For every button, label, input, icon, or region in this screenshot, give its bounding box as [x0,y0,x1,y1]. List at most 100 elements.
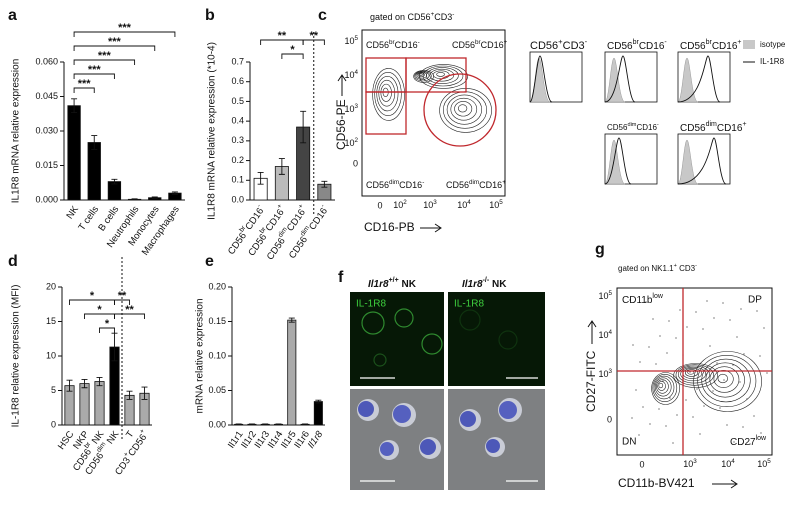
contour [454,101,473,117]
error-bar [262,423,269,426]
event-dot [655,363,657,365]
contour [418,73,423,76]
error-bar [171,191,178,195]
significance-bracket [73,87,95,93]
y-tick-label: 0.5 [231,96,244,106]
event-dot [696,388,698,390]
y-tick-label: 0.045 [35,91,58,101]
contour [652,373,678,403]
panel-letter: a [8,7,17,24]
event-dot [729,319,731,321]
y-tick-label: 103 [344,103,358,114]
event-dot [713,317,715,319]
event-dot [719,407,721,409]
x-tick-label: 103 [423,199,437,210]
x-tick-label: 103 [683,458,697,469]
event-dot [766,372,768,374]
event-dot [733,441,735,443]
event-dot [689,371,691,373]
significance-bracket [281,53,304,59]
contour [376,75,399,112]
legend-label: isotype [760,40,786,49]
contour [374,72,402,116]
y-axis-label: CD56-PE [334,99,348,150]
legend-label: IL-1R8 [760,57,785,66]
contour [426,67,459,84]
gate [423,73,497,147]
event-dot [662,380,664,382]
y-tick-label: 102 [344,137,358,148]
event-dot [699,433,701,435]
fluorescence-image [350,292,444,386]
cells-fluorescent [361,308,518,367]
contour [701,358,751,403]
x-tick-label: 102 [393,199,407,210]
contour [436,72,445,77]
contour [685,369,699,377]
event-dot [692,416,694,418]
histogram-title: CD56+CD3- [530,37,588,52]
contour [457,104,468,113]
axis-arrow [337,74,347,96]
significance-bracket [73,59,136,65]
y-tick-label: 0.00 [208,419,226,429]
stain-label: IL-1R8 [356,299,386,310]
event-dot [679,309,681,311]
contour [413,70,434,83]
panel-letter: d [8,253,18,270]
event-dot [705,373,707,375]
panel-letter: c [318,7,327,24]
y-tick-label: 104 [344,69,358,80]
event-dot [649,423,651,425]
axis-arrow [712,479,738,489]
y-tick-label: 104 [598,329,612,340]
error-bar [288,317,295,323]
significance-bracket [99,327,115,333]
y-tick-label: 0.7 [231,56,244,66]
stain-histogram [677,137,727,185]
y-axis-label: IL1R8 mRNA relative expression (*10-4) [207,42,218,220]
significance-label: * [290,44,295,56]
bar [79,383,90,426]
event-dot [709,345,711,347]
y-axis-label: IL1R8 mRNA relative expression [11,59,22,204]
event-dot [742,426,744,428]
histogram-title: CD56brCD16- [607,39,667,51]
axis-arrow [587,320,597,344]
y-tick-label: 0.015 [35,160,58,170]
error-bar [315,399,322,404]
x-axis-label: CD11b-BV421 [618,476,695,490]
significance-bracket [73,31,176,37]
bar [94,381,105,426]
y-tick-label: 105 [598,290,612,301]
significance-bracket [114,299,130,305]
panel-letter: e [205,253,214,270]
contour [429,68,455,82]
error-bar [131,198,138,201]
event-dot [712,390,714,392]
y-tick-label: 0.1 [231,175,244,185]
y-axis-label: mRNA relative expression [195,298,206,413]
x-tick-label: 104 [457,199,471,210]
contour [380,83,392,102]
event-dot [759,355,761,357]
y-axis-label: IL-1R8 relative expression (MFI) [11,285,22,428]
gate [365,91,407,135]
contour [422,65,464,87]
error-bar [66,379,73,392]
isotype-histogram [604,57,626,103]
quadrant-label: CD56dimCD16- [366,179,424,190]
stain-histogram [529,55,553,103]
bar [313,401,323,426]
event-dot [648,346,650,348]
contour [697,354,757,408]
bar [107,181,122,201]
y-tick-label: 0.030 [35,125,58,135]
stain-histogram [604,55,636,103]
y-tick-label: 5 [51,385,56,395]
panel-letter: g [595,241,605,258]
error-bar [275,423,282,426]
event-dot [638,434,640,436]
significance-label: * [105,318,110,330]
